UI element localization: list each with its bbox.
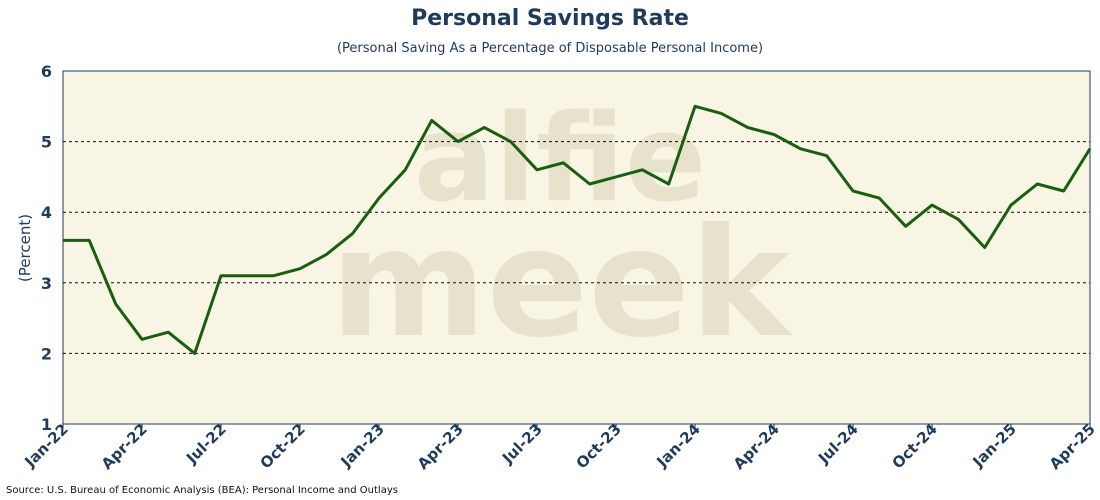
y-tick-label: 1: [41, 415, 52, 434]
chart-subtitle: (Personal Saving As a Percentage of Disp…: [336, 41, 764, 56]
y-tick-label: 4: [41, 203, 52, 222]
x-tick-label: Apr-24: [730, 420, 783, 473]
y-axis-ticks: 1 2 3 4 5 6: [41, 62, 52, 434]
x-axis-ticks: Jan-22 Apr-22 Jul-22 Oct-22 Jan-23 Apr-23 Jul-…: [21, 420, 1099, 473]
x-tick-label: Apr-22: [98, 420, 151, 473]
x-tick-label: Jan-25: [969, 420, 1020, 471]
plot-area: [62, 70, 1091, 425]
x-tick-label: Jan-23: [337, 420, 388, 471]
y-axis-label: (Percent): [16, 214, 34, 282]
watermark: alfie meek: [330, 90, 793, 371]
x-tick-label: Jul-24: [814, 420, 862, 468]
y-tick-label: 2: [41, 344, 52, 363]
x-tick-label: Oct-23: [573, 420, 625, 472]
y-tick-label: 5: [41, 133, 52, 152]
chart-title: Personal Savings Rate: [411, 6, 689, 31]
x-tick-label: Oct-22: [257, 420, 309, 472]
y-tick-label: 6: [41, 62, 52, 81]
y-tick-label: 3: [41, 274, 52, 293]
series-line-personal-savings-rate: [63, 104, 1092, 355]
x-tick-label: Oct-24: [889, 420, 941, 472]
x-tick-label: Apr-23: [414, 420, 467, 473]
watermark-line1: alfie: [414, 90, 706, 229]
x-tick-label: Apr-25: [1046, 420, 1099, 473]
source-note: Source: U.S. Bureau of Economic Analysis…: [6, 485, 398, 496]
x-tick-label: Jul-23: [498, 420, 546, 468]
watermark-line2: meek: [330, 197, 793, 371]
x-tick-label: Jan-24: [653, 420, 704, 471]
x-tick-label: Jul-22: [182, 420, 230, 468]
